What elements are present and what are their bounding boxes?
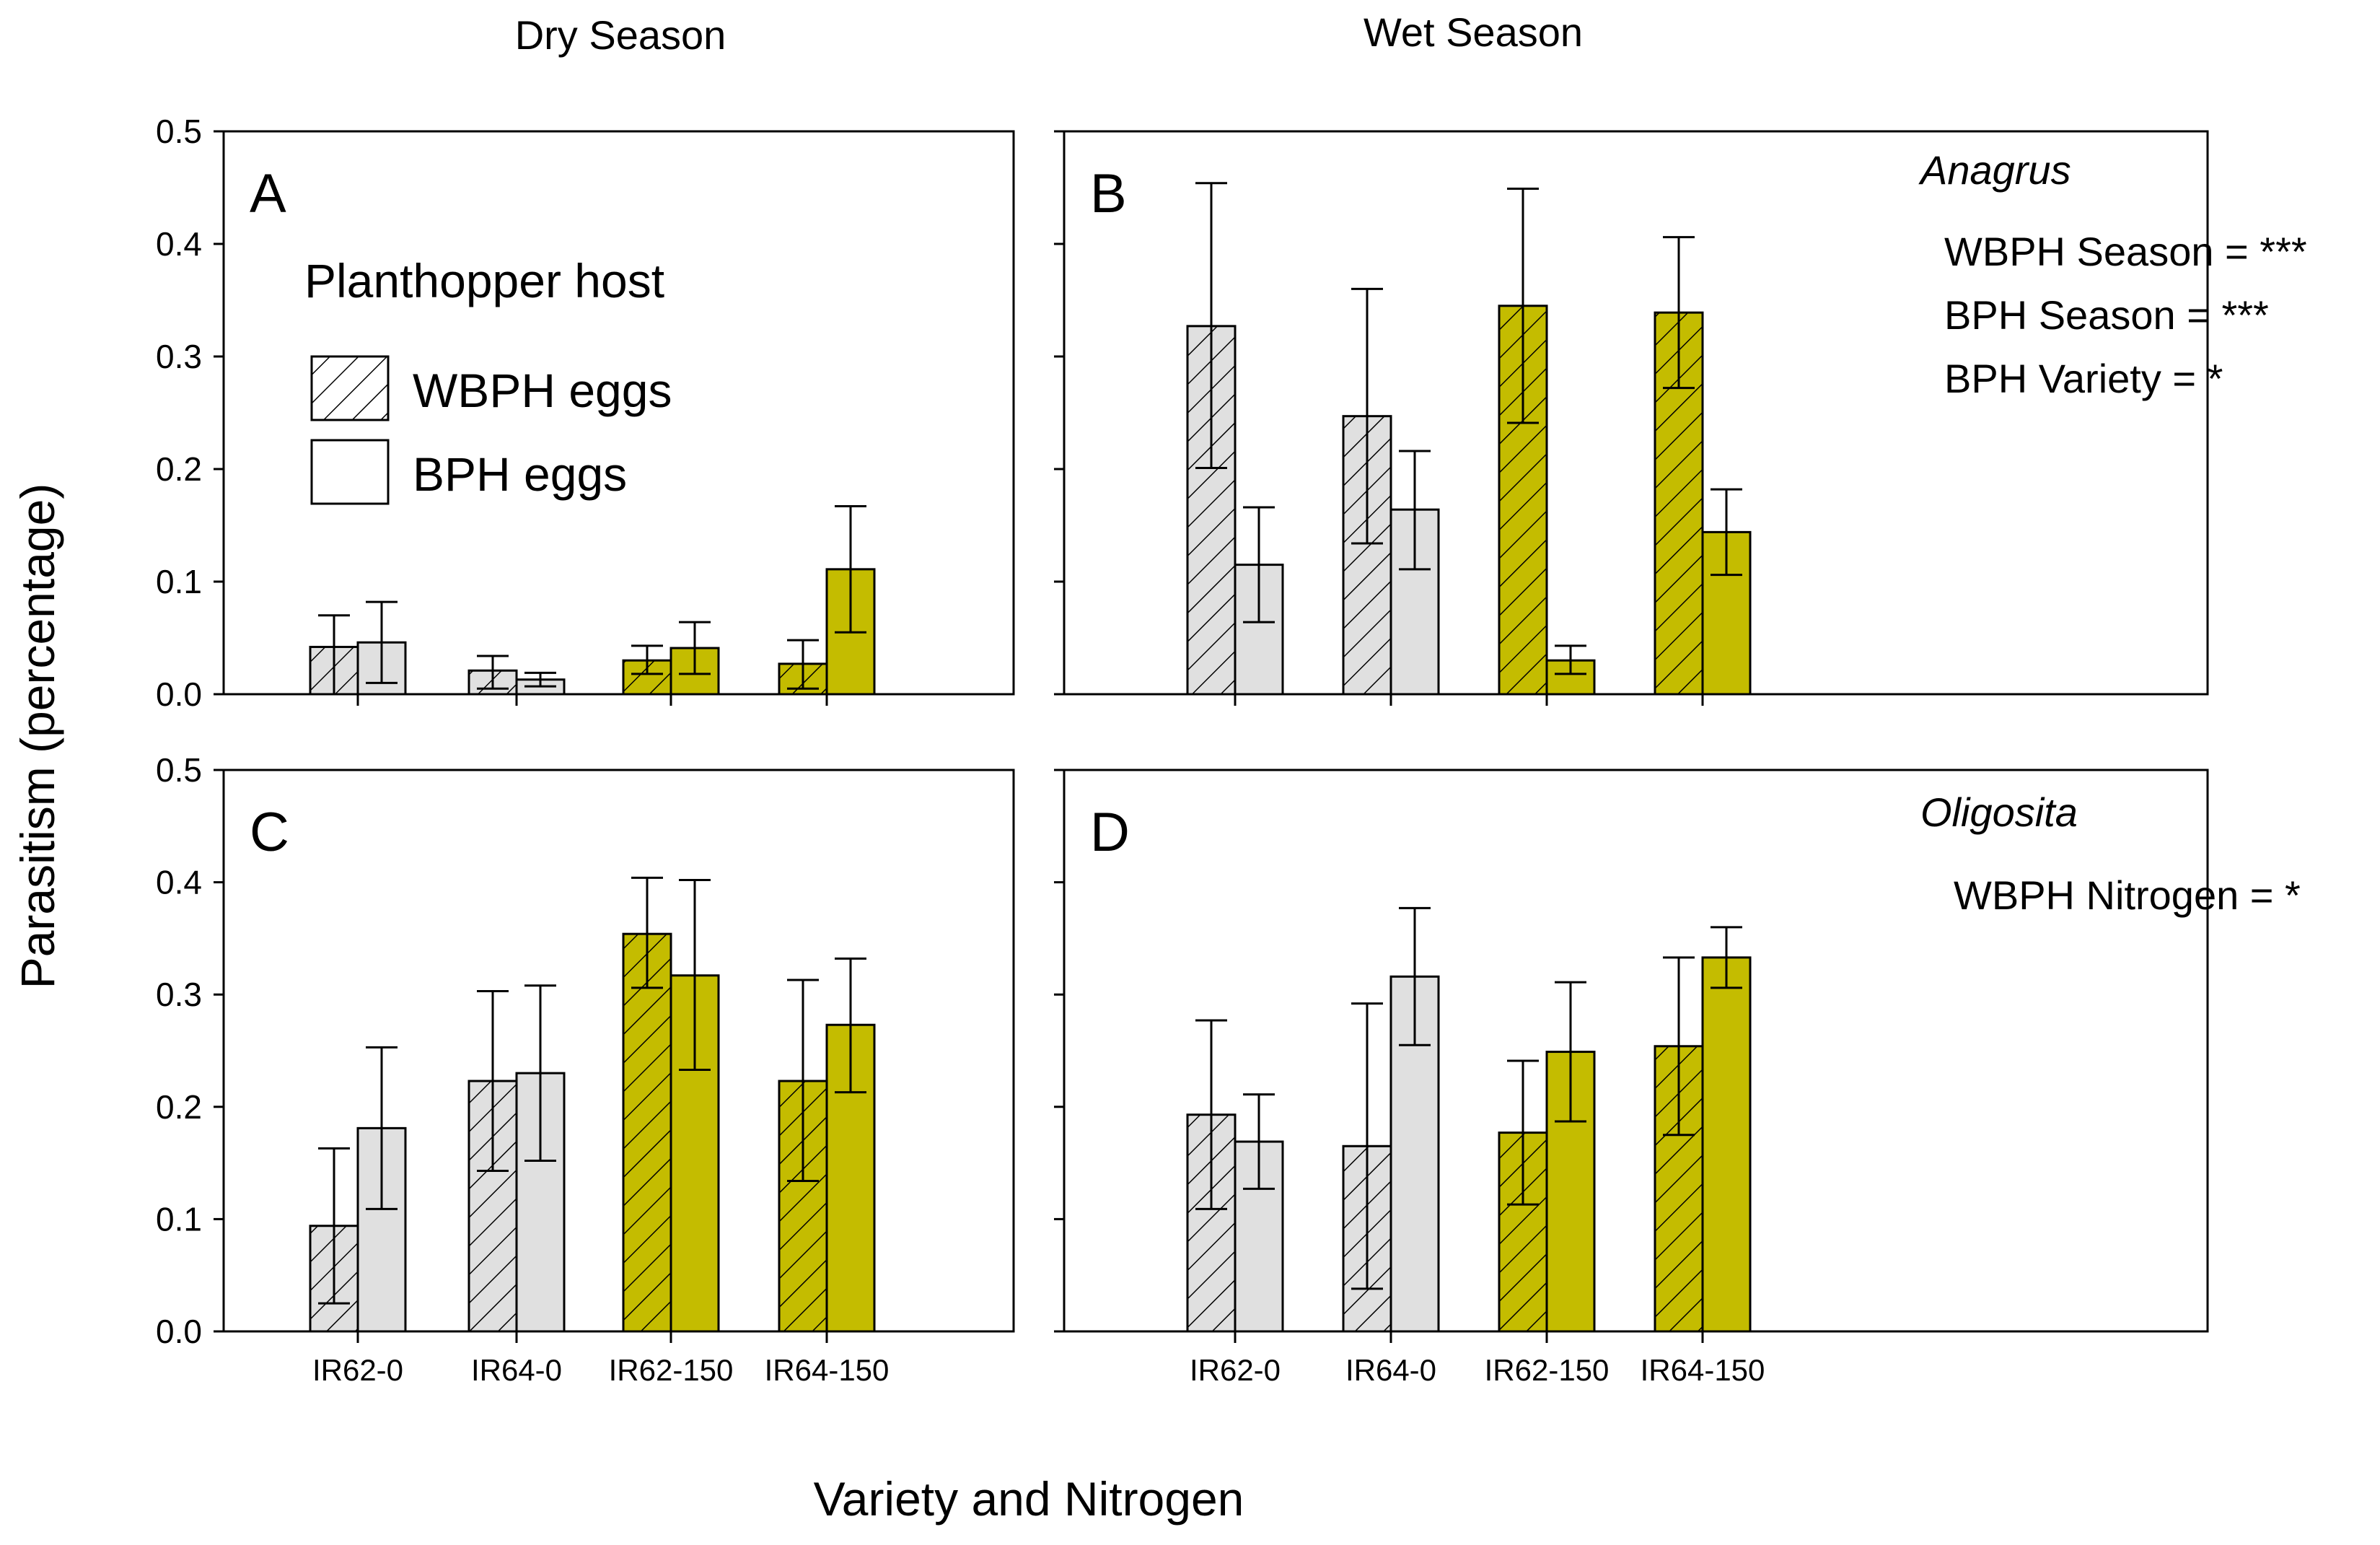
legend-swatch-wbph [310,355,390,421]
panel-letter: D [1090,802,1130,863]
y-tick-label: 0.0 [156,1313,202,1350]
legend: Planthopper host WBPH eggs BPH eggs [304,254,672,505]
legend-title: Planthopper host [304,254,664,307]
panel-a: A 0.0 0.1 0.2 0.3 0.4 0.5 [156,113,1015,713]
panel-frame [222,769,1015,1333]
panel-letter: B [1090,163,1127,224]
annotation-line: BPH Variety = * [1944,356,2223,401]
y-tick-label: 0.2 [156,1088,202,1126]
panel-c: C 0.0 0.1 0.2 0.3 0.4 0.5 IR62-0 IR64-0 IR62-150 I… [156,751,1015,1387]
x-tick-label: IR62-0 [1190,1353,1281,1387]
annotation-line: WBPH Season = *** [1944,229,2307,274]
annotation-genus-oligosita: Oligosita [1920,789,2078,835]
y-tick-label: 0.3 [156,338,202,375]
y-tick-label: 0.5 [156,113,202,150]
x-tick-label: IR64-0 [1345,1353,1436,1387]
y-tick-label: 0.0 [156,675,202,713]
x-tick-label: IR62-0 [312,1353,403,1387]
x-tick-label: IR62-150 [1485,1353,1610,1387]
legend-swatch-bph [310,439,390,505]
annotation-anagrus: Anagrus WBPH Season = *** BPH Season = *… [1918,147,2307,401]
legend-item-wbph: WBPH eggs [413,364,672,417]
panel-frame [1063,130,2209,696]
y-tick-label: 0.3 [156,976,202,1013]
annotation-genus-anagrus: Anagrus [1918,147,2071,193]
panel-d: D IR62-0 IR64-0 IR62-150 IR64-150 [1054,769,2209,1387]
x-tick-label: IR64-0 [471,1353,562,1387]
col-title-dry: Dry Season [515,12,726,58]
x-tick-label: IR62-150 [609,1353,734,1387]
annotation-oligosita: Oligosita WBPH Nitrogen = * [1920,789,2301,918]
panel-frame [1063,769,2209,1333]
y-tick-label: 0.5 [156,751,202,789]
annotation-line: WBPH Nitrogen = * [1954,872,2301,918]
panel-b: B [1054,130,2209,706]
x-axis-label: Variety and Nitrogen [814,1472,1244,1526]
x-tick-label: IR64-150 [1641,1353,1765,1387]
col-title-wet: Wet Season [1364,9,1583,55]
y-tick-label: 0.4 [156,864,202,901]
bar-wbph [622,932,672,1333]
annotation-line: BPH Season = *** [1944,292,2269,338]
y-tick-label: 0.4 [156,225,202,263]
panel-frame [222,130,1015,696]
legend-item-bph: BPH eggs [413,447,627,501]
x-tick-label: IR64-150 [765,1353,890,1387]
y-tick-label: 0.1 [156,1200,202,1238]
panels: A 0.0 0.1 0.2 0.3 0.4 0.5 B C 0.0 0.1 0.2 0.3 0.4 0.5 I… [156,113,2209,1387]
bar-bph [1701,956,1752,1333]
panel-letter: A [250,163,286,224]
y-axis-label: Parasitism (percentage) [11,483,64,989]
y-tick-label: 0.2 [156,450,202,488]
panel-letter: C [250,802,289,863]
y-tick-label: 0.1 [156,563,202,600]
